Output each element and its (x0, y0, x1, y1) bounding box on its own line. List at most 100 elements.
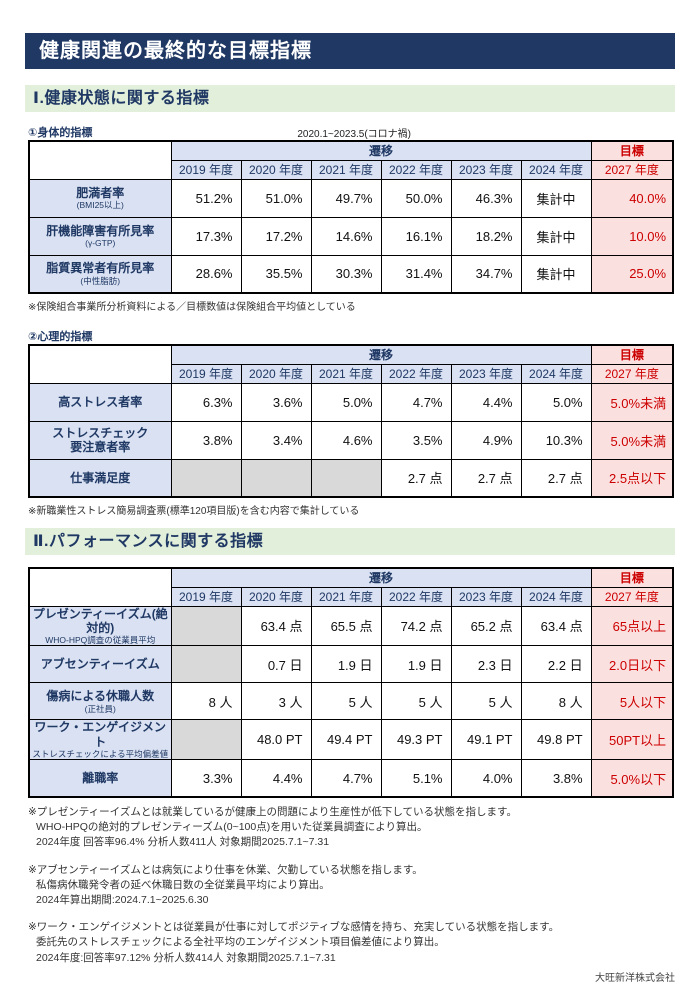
value-cell (170, 458, 242, 498)
transition-header: 遷移 (170, 140, 592, 161)
target-header: 目標 (590, 567, 674, 588)
row-label: アブセンティーイズム (28, 645, 172, 684)
corner-cell (28, 344, 172, 384)
performance-indicators-table: 遷移 目標 2019 年度 2020 年度 2021 年度 2022 年度 20… (28, 567, 675, 798)
value-cell (240, 458, 312, 498)
year-header: 2020 年度 (240, 159, 312, 180)
value-cell: 5.0% (520, 382, 592, 422)
value-cell: 28.6% (170, 254, 242, 294)
value-cell: 63.4 点 (520, 605, 592, 647)
value-cell: 18.2% (450, 216, 522, 256)
year-header: 2022 年度 (380, 363, 452, 384)
row-label: 肥満者率 (BMI25以上) (28, 178, 172, 218)
year-header: 2022 年度 (380, 586, 452, 607)
table-row: 肝機能障害有所見率 (γ-GTP) 17.3% 17.2% 14.6% 16.1%… (28, 216, 674, 256)
year-header: 2021 年度 (310, 363, 382, 384)
physical-indicators-table: 遷移 目標 2019 年度 2020 年度 2021 年度 2022 年度 20… (28, 140, 675, 294)
row-label: 高ストレス者率 (28, 382, 172, 422)
value-cell: 8 人 (520, 682, 592, 721)
value-cell: 16.1% (380, 216, 452, 256)
value-cell (310, 458, 382, 498)
row-label: 傷病による休職人数 (正社員) (28, 682, 172, 721)
value-cell: 49.3 PT (380, 719, 452, 761)
year-header: 2021 年度 (310, 159, 382, 180)
value-cell: 3.4% (240, 420, 312, 460)
row-label: ワーク・エンゲイジメント ストレスチェックによる平均偏差値 (28, 719, 172, 761)
target-cell: 2.0日以下 (590, 645, 674, 684)
row-label: 離職率 (28, 759, 172, 798)
table-row: 高ストレス者率 6.3% 3.6% 5.0% 4.7% 4.4% 5.0% 5.… (28, 382, 674, 422)
transition-header: 遷移 (170, 567, 592, 588)
value-cell: 48.0 PT (240, 719, 312, 761)
value-cell: 65.5 点 (310, 605, 382, 647)
target-year-header: 2027 年度 (590, 586, 674, 607)
table-row: 仕事満足度 2.7 点 2.7 点 2.7 点 2.5点以下 (28, 458, 674, 498)
value-cell: 6.3% (170, 382, 242, 422)
value-cell (170, 605, 242, 647)
value-cell: 3.8% (520, 759, 592, 798)
value-cell: 4.9% (450, 420, 522, 460)
table-row: 傷病による休職人数 (正社員) 8 人 3 人 5 人 5 人 5 人 8 人 5… (28, 682, 674, 721)
value-cell (170, 719, 242, 761)
year-header: 2020 年度 (240, 586, 312, 607)
value-cell: 3 人 (240, 682, 312, 721)
value-cell: 49.4 PT (310, 719, 382, 761)
value-cell: 2.7 点 (520, 458, 592, 498)
value-cell: 14.6% (310, 216, 382, 256)
target-year-header: 2027 年度 (590, 363, 674, 384)
value-cell: 30.3% (310, 254, 382, 294)
value-cell: 5.0% (310, 382, 382, 422)
value-cell: 5.1% (380, 759, 452, 798)
table-row: アブセンティーイズム 0.7 日 1.9 日 1.9 日 2.3 日 2.2 日… (28, 645, 674, 684)
value-cell: 63.4 点 (240, 605, 312, 647)
table-header-row: 遷移 目標 (28, 567, 674, 607)
company-name: 大旺新洋株式会社 (595, 973, 675, 984)
value-cell: 4.6% (310, 420, 382, 460)
target-header: 目標 (590, 344, 674, 365)
table-row: 肥満者率 (BMI25以上) 51.2% 51.0% 49.7% 50.0% 46… (28, 178, 674, 218)
footnote-engagement: ※ワーク・エンゲイジメントとは従業員が仕事に対してポジティブな感情を持ち、充実し… (28, 921, 560, 964)
corner-cell (28, 567, 172, 607)
table-year-row: 2019 年度 2020 年度 2021 年度 2022 年度 2023 年度 … (29, 159, 674, 180)
value-cell: 4.7% (310, 759, 382, 798)
value-cell: 4.0% (450, 759, 522, 798)
value-cell: 65.2 点 (450, 605, 522, 647)
row-label: 仕事満足度 (28, 458, 172, 498)
target-cell: 5.0%未満 (590, 382, 674, 422)
table-row: 脂質異常者有所見率 (中性脂肪) 28.6% 35.5% 30.3% 31.4% … (28, 254, 674, 294)
target-cell: 25.0% (590, 254, 674, 294)
target-cell: 10.0% (590, 216, 674, 256)
value-cell: 74.2 点 (380, 605, 452, 647)
target-cell: 2.5点以下 (590, 458, 674, 498)
value-cell: 49.1 PT (450, 719, 522, 761)
year-header: 2024 年度 (520, 159, 592, 180)
value-cell: 3.3% (170, 759, 242, 798)
value-cell: 3.6% (240, 382, 312, 422)
value-cell: 51.0% (240, 178, 312, 218)
corner-cell (28, 140, 172, 180)
row-label: プレゼンティーイズム(絶対的) WHO-HPQ調査の従業員平均 (28, 605, 172, 647)
page-title: 健康関連の最終的な目標指標 (25, 33, 675, 69)
value-cell: 50.0% (380, 178, 452, 218)
value-cell (170, 645, 242, 684)
value-cell: 4.4% (240, 759, 312, 798)
row-label: ストレスチェック 要注意者率 (28, 420, 172, 460)
value-cell: 4.7% (380, 382, 452, 422)
year-header: 2019 年度 (170, 586, 242, 607)
year-header: 2021 年度 (310, 586, 382, 607)
value-cell: 34.7% (450, 254, 522, 294)
physical-indicators-label: ①身体的指標 (28, 127, 93, 139)
value-cell: 2.7 点 (450, 458, 522, 498)
value-cell: 2.2 日 (520, 645, 592, 684)
value-cell: 3.5% (380, 420, 452, 460)
year-header: 2024 年度 (520, 586, 592, 607)
section-heading-performance: Ⅱ.パフォーマンスに関する指標 (25, 528, 675, 555)
value-cell: 35.5% (240, 254, 312, 294)
table-row: ストレスチェック 要注意者率 3.8% 3.4% 4.6% 3.5% 4.9% 1… (28, 420, 674, 460)
value-cell: 集計中 (520, 254, 592, 294)
table-year-row: 2019 年度 2020 年度 2021 年度 2022 年度 2023 年度 … (29, 586, 674, 607)
value-cell: 5 人 (310, 682, 382, 721)
value-cell: 31.4% (380, 254, 452, 294)
mental-indicators-caption-row: ②心理的指標 (28, 329, 675, 344)
